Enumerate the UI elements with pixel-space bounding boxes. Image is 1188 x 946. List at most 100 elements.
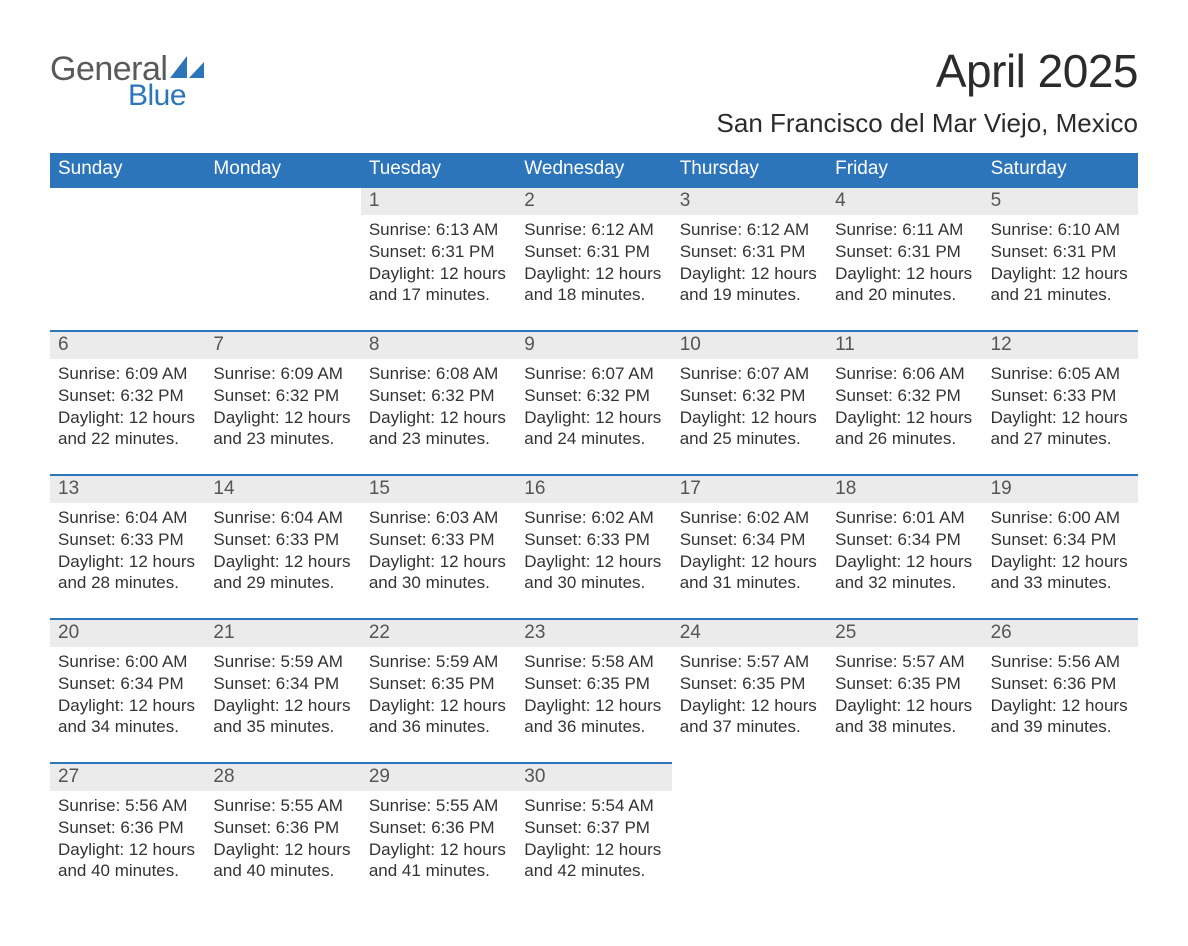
sunrise-text: Sunrise: 5:54 AM [524, 795, 663, 817]
day-number: 15 [361, 476, 516, 503]
sunrise-text: Sunrise: 6:06 AM [835, 363, 974, 385]
daylight-text: Daylight: 12 hours and 23 minutes. [369, 407, 508, 451]
sunset-text: Sunset: 6:31 PM [369, 241, 508, 263]
day-info: Sunrise: 6:09 AMSunset: 6:32 PMDaylight:… [50, 359, 205, 450]
day-number: 6 [50, 332, 205, 359]
daylight-text: Daylight: 12 hours and 31 minutes. [680, 551, 819, 595]
sunset-text: Sunset: 6:32 PM [58, 385, 197, 407]
month-title: April 2025 [717, 44, 1138, 98]
day-number: 10 [672, 332, 827, 359]
day-info: Sunrise: 6:04 AMSunset: 6:33 PMDaylight:… [50, 503, 205, 594]
day-number: 29 [361, 764, 516, 791]
day-info: Sunrise: 6:02 AMSunset: 6:33 PMDaylight:… [516, 503, 671, 594]
daylight-text: Daylight: 12 hours and 34 minutes. [58, 695, 197, 739]
sunset-text: Sunset: 6:31 PM [524, 241, 663, 263]
day-number: 8 [361, 332, 516, 359]
daylight-text: Daylight: 12 hours and 36 minutes. [524, 695, 663, 739]
day-number: 11 [827, 332, 982, 359]
sunset-text: Sunset: 6:32 PM [524, 385, 663, 407]
daylight-text: Daylight: 12 hours and 26 minutes. [835, 407, 974, 451]
sunset-text: Sunset: 6:32 PM [213, 385, 352, 407]
sunrise-text: Sunrise: 5:57 AM [680, 651, 819, 673]
sunset-text: Sunset: 6:31 PM [680, 241, 819, 263]
sunrise-text: Sunrise: 6:09 AM [58, 363, 197, 385]
day-info: Sunrise: 6:07 AMSunset: 6:32 PMDaylight:… [516, 359, 671, 450]
sunset-text: Sunset: 6:33 PM [524, 529, 663, 551]
sunrise-text: Sunrise: 6:07 AM [524, 363, 663, 385]
day-number: 20 [50, 620, 205, 647]
day-number: 4 [827, 188, 982, 215]
title-block: April 2025 San Francisco del Mar Viejo, … [717, 44, 1138, 139]
day-info: Sunrise: 5:56 AMSunset: 6:36 PMDaylight:… [983, 647, 1138, 738]
sunset-text: Sunset: 6:32 PM [835, 385, 974, 407]
sunrise-text: Sunrise: 6:09 AM [213, 363, 352, 385]
daylight-text: Daylight: 12 hours and 30 minutes. [524, 551, 663, 595]
calendar-cell: 23Sunrise: 5:58 AMSunset: 6:35 PMDayligh… [516, 618, 671, 762]
day-number: 16 [516, 476, 671, 503]
day-number: 23 [516, 620, 671, 647]
daylight-text: Daylight: 12 hours and 22 minutes. [58, 407, 197, 451]
day-info: Sunrise: 6:00 AMSunset: 6:34 PMDaylight:… [983, 503, 1138, 594]
day-number: 14 [205, 476, 360, 503]
calendar-cell: 7Sunrise: 6:09 AMSunset: 6:32 PMDaylight… [205, 330, 360, 474]
daylight-text: Daylight: 12 hours and 20 minutes. [835, 263, 974, 307]
day-number: 5 [983, 188, 1138, 215]
sunrise-text: Sunrise: 6:03 AM [369, 507, 508, 529]
calendar-cell: 30Sunrise: 5:54 AMSunset: 6:37 PMDayligh… [516, 762, 671, 906]
day-number: 9 [516, 332, 671, 359]
sunrise-text: Sunrise: 6:04 AM [213, 507, 352, 529]
day-info: Sunrise: 6:08 AMSunset: 6:32 PMDaylight:… [361, 359, 516, 450]
daylight-text: Daylight: 12 hours and 19 minutes. [680, 263, 819, 307]
sunset-text: Sunset: 6:31 PM [991, 241, 1130, 263]
sunset-text: Sunset: 6:33 PM [58, 529, 197, 551]
calendar-grid: SundayMondayTuesdayWednesdayThursdayFrid… [50, 153, 1138, 906]
day-info: Sunrise: 6:00 AMSunset: 6:34 PMDaylight:… [50, 647, 205, 738]
daylight-text: Daylight: 12 hours and 33 minutes. [991, 551, 1130, 595]
day-info: Sunrise: 6:13 AMSunset: 6:31 PMDaylight:… [361, 215, 516, 306]
calendar-cell: 21Sunrise: 5:59 AMSunset: 6:34 PMDayligh… [205, 618, 360, 762]
calendar-cell: 3Sunrise: 6:12 AMSunset: 6:31 PMDaylight… [672, 186, 827, 330]
calendar-cell: 5Sunrise: 6:10 AMSunset: 6:31 PMDaylight… [983, 186, 1138, 330]
sunrise-text: Sunrise: 6:04 AM [58, 507, 197, 529]
sunrise-text: Sunrise: 5:56 AM [58, 795, 197, 817]
calendar-cell: 2Sunrise: 6:12 AMSunset: 6:31 PMDaylight… [516, 186, 671, 330]
day-number: 26 [983, 620, 1138, 647]
daylight-text: Daylight: 12 hours and 30 minutes. [369, 551, 508, 595]
calendar-cell: 19Sunrise: 6:00 AMSunset: 6:34 PMDayligh… [983, 474, 1138, 618]
calendar-page: General Blue April 2025 San Francisco de… [0, 0, 1188, 946]
day-info: Sunrise: 6:05 AMSunset: 6:33 PMDaylight:… [983, 359, 1138, 450]
sunset-text: Sunset: 6:35 PM [835, 673, 974, 695]
sunrise-text: Sunrise: 5:59 AM [213, 651, 352, 673]
calendar-cell: 13Sunrise: 6:04 AMSunset: 6:33 PMDayligh… [50, 474, 205, 618]
calendar-cell: 8Sunrise: 6:08 AMSunset: 6:32 PMDaylight… [361, 330, 516, 474]
calendar-cell: 1Sunrise: 6:13 AMSunset: 6:31 PMDaylight… [361, 186, 516, 330]
daylight-text: Daylight: 12 hours and 25 minutes. [680, 407, 819, 451]
sunset-text: Sunset: 6:36 PM [58, 817, 197, 839]
sunset-text: Sunset: 6:35 PM [369, 673, 508, 695]
sunset-text: Sunset: 6:32 PM [369, 385, 508, 407]
header: General Blue April 2025 San Francisco de… [50, 44, 1138, 139]
weekday-header: Friday [827, 153, 982, 186]
day-number: 27 [50, 764, 205, 791]
daylight-text: Daylight: 12 hours and 28 minutes. [58, 551, 197, 595]
sunrise-text: Sunrise: 6:11 AM [835, 219, 974, 241]
daylight-text: Daylight: 12 hours and 21 minutes. [991, 263, 1130, 307]
sunset-text: Sunset: 6:35 PM [680, 673, 819, 695]
sunrise-text: Sunrise: 6:13 AM [369, 219, 508, 241]
sunset-text: Sunset: 6:36 PM [991, 673, 1130, 695]
sunset-text: Sunset: 6:33 PM [213, 529, 352, 551]
day-info: Sunrise: 6:09 AMSunset: 6:32 PMDaylight:… [205, 359, 360, 450]
calendar-cell-empty: . [205, 186, 360, 330]
day-info: Sunrise: 5:59 AMSunset: 6:35 PMDaylight:… [361, 647, 516, 738]
weekday-header: Monday [205, 153, 360, 186]
calendar-cell: 29Sunrise: 5:55 AMSunset: 6:36 PMDayligh… [361, 762, 516, 906]
calendar-cell: 15Sunrise: 6:03 AMSunset: 6:33 PMDayligh… [361, 474, 516, 618]
day-info: Sunrise: 6:11 AMSunset: 6:31 PMDaylight:… [827, 215, 982, 306]
sunrise-text: Sunrise: 6:02 AM [524, 507, 663, 529]
daylight-text: Daylight: 12 hours and 27 minutes. [991, 407, 1130, 451]
calendar-cell: 17Sunrise: 6:02 AMSunset: 6:34 PMDayligh… [672, 474, 827, 618]
sunrise-text: Sunrise: 6:08 AM [369, 363, 508, 385]
day-number: 17 [672, 476, 827, 503]
weekday-header: Wednesday [516, 153, 671, 186]
day-info: Sunrise: 5:57 AMSunset: 6:35 PMDaylight:… [672, 647, 827, 738]
